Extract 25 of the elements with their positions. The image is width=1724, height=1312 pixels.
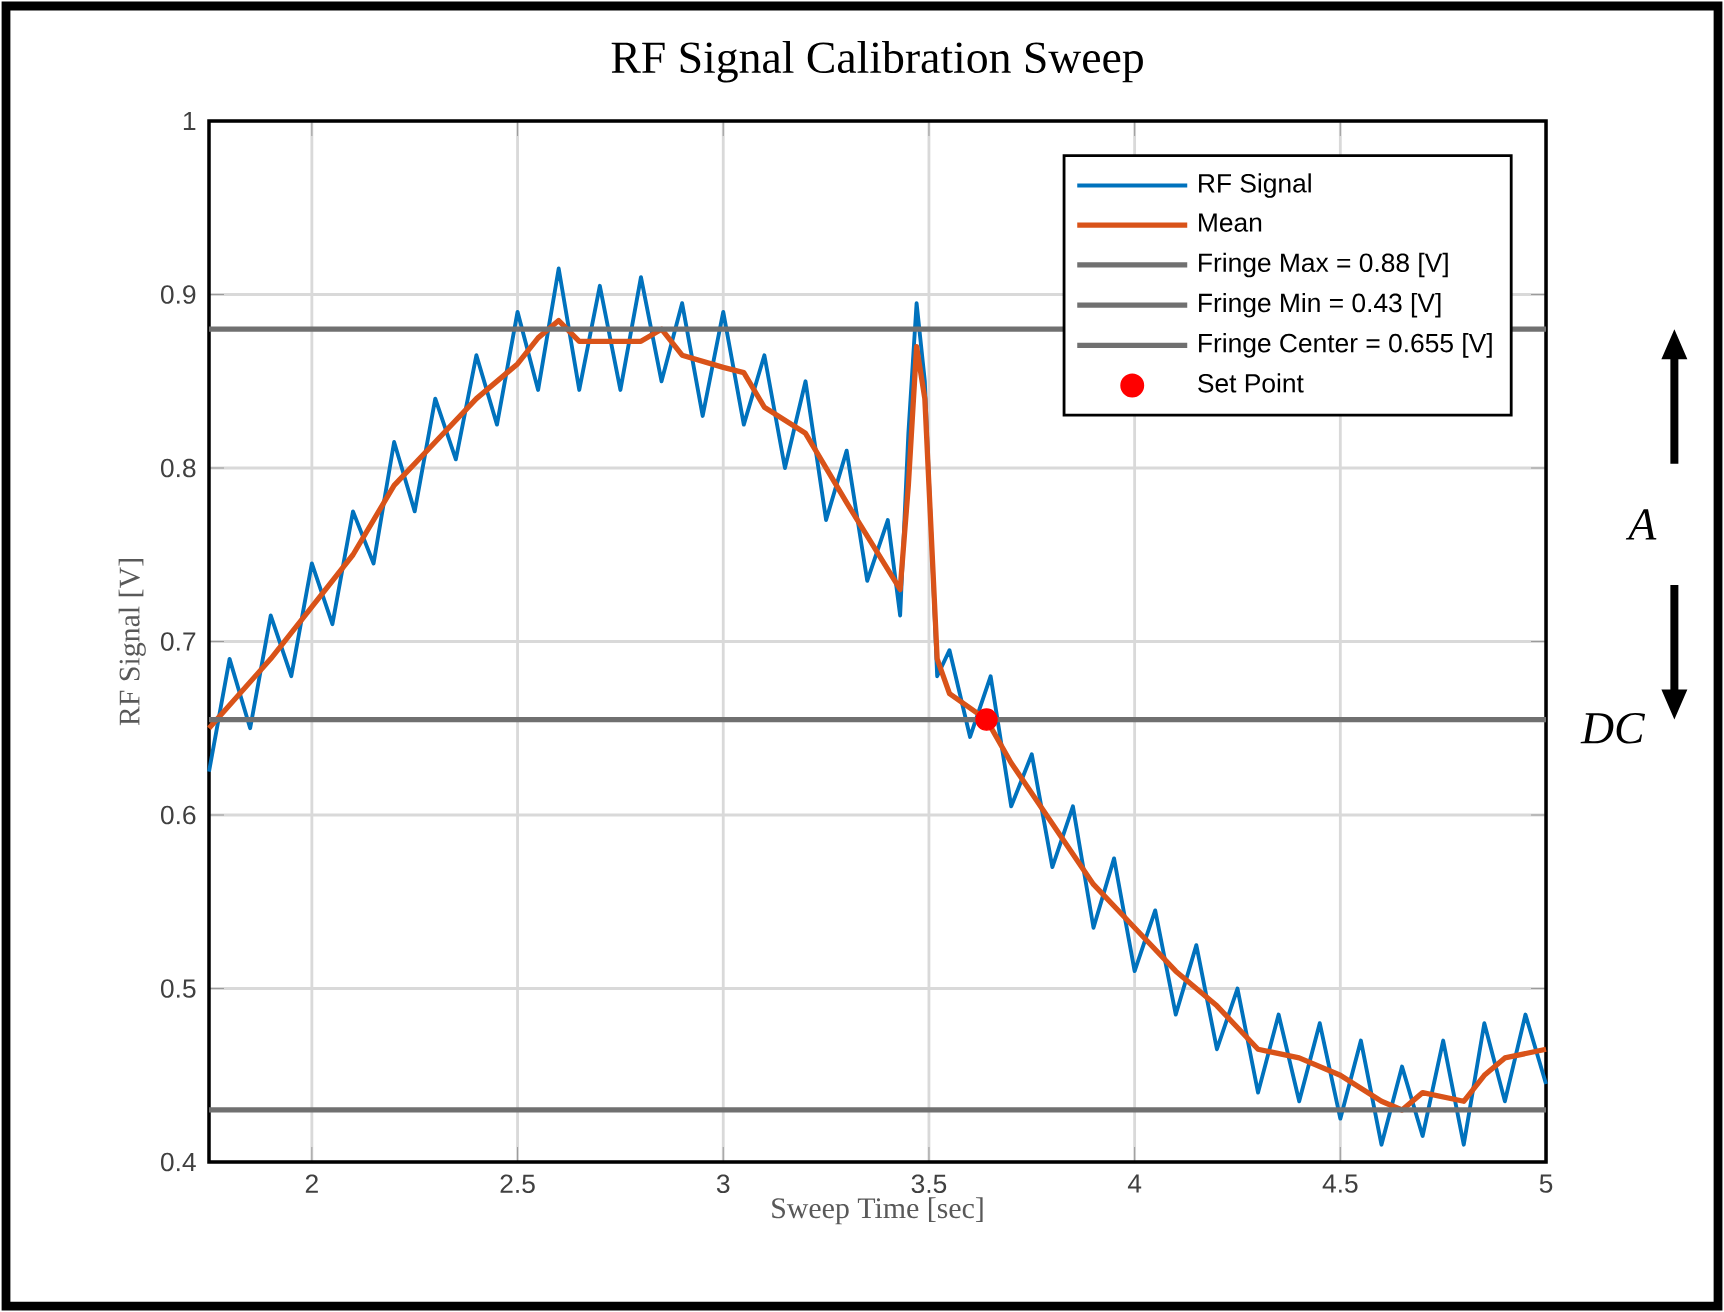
x-tick-label: 3 xyxy=(716,1174,730,1194)
legend-label: Mean xyxy=(1199,213,1262,232)
y-axis-title: RF Signal [V] xyxy=(118,559,146,726)
legend-label: Fringe Min = 0.43 [V] xyxy=(1199,292,1441,318)
x-tick-label: 3.5 xyxy=(911,1174,947,1194)
text: DC xyxy=(1580,712,1646,744)
text: A xyxy=(1625,509,1657,540)
y-tick-label: 0.5 xyxy=(160,979,196,998)
legend-label: RF Signal xyxy=(1199,173,1311,198)
legend-label: Fringe Center = 0.655 [V] xyxy=(1199,333,1492,358)
legend-label: Fringe Max = 0.88 [V] xyxy=(1199,252,1448,278)
y-tick-label: 0.8 xyxy=(160,458,196,478)
x-axis-title: Sweep Time [sec] xyxy=(772,1197,983,1225)
y-tick-label: 0.4 xyxy=(160,1152,196,1172)
x-tick-label: 5 xyxy=(1539,1174,1553,1193)
y-tick-label: 0.6 xyxy=(160,805,196,825)
chart-title: RF Signal Calibration Sweep xyxy=(611,40,1143,83)
y-tick-label: 0.7 xyxy=(160,632,196,651)
y-tick-label: 1 xyxy=(183,111,196,131)
y-tick-label: 0.9 xyxy=(160,285,196,304)
x-tick-label: 2.5 xyxy=(500,1174,535,1194)
legend-label: Set Point xyxy=(1198,373,1304,393)
x-tick-label: 2 xyxy=(305,1174,318,1193)
x-tick-label: 4.5 xyxy=(1322,1174,1358,1193)
x-tick-label: 4 xyxy=(1127,1174,1142,1193)
